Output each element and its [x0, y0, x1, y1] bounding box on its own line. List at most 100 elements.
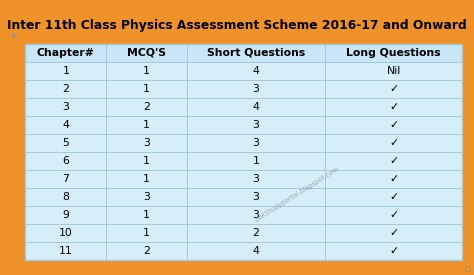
Bar — [187, 43, 325, 62]
Text: ✓: ✓ — [389, 84, 398, 94]
Text: 4: 4 — [63, 120, 69, 130]
Text: 5: 5 — [63, 138, 69, 148]
Text: 6: 6 — [63, 156, 69, 166]
Text: ✓: ✓ — [389, 120, 398, 130]
Bar — [325, 188, 463, 206]
Bar — [187, 206, 325, 224]
Text: +: + — [9, 31, 17, 41]
Text: ✓: ✓ — [389, 210, 398, 220]
Text: 8: 8 — [63, 192, 69, 202]
Bar — [26, 80, 106, 98]
Text: 1: 1 — [143, 84, 150, 94]
Text: MCQ'S: MCQ'S — [127, 48, 166, 57]
Text: ✓: ✓ — [389, 138, 398, 148]
Text: 1: 1 — [143, 210, 150, 220]
Bar — [106, 242, 187, 260]
Text: 3: 3 — [253, 192, 259, 202]
Bar — [106, 134, 187, 152]
Bar — [26, 206, 106, 224]
Text: 9: 9 — [63, 210, 69, 220]
Text: 3: 3 — [253, 174, 259, 184]
Bar — [325, 80, 463, 98]
Bar — [325, 134, 463, 152]
Text: □: □ — [465, 266, 471, 272]
Bar — [26, 242, 106, 260]
Bar — [26, 152, 106, 170]
Text: Chapter#: Chapter# — [37, 48, 95, 57]
Text: 1: 1 — [143, 228, 150, 238]
Text: 3: 3 — [253, 84, 259, 94]
Text: 1: 1 — [143, 66, 150, 76]
Bar — [26, 43, 106, 62]
Text: Inter 11th Class Physics Assessment Scheme 2016-17 and Onward: Inter 11th Class Physics Assessment Sche… — [7, 19, 467, 32]
Text: 2: 2 — [143, 102, 150, 112]
Bar — [325, 242, 463, 260]
Bar — [106, 116, 187, 134]
Text: Long Questions: Long Questions — [346, 48, 441, 57]
Text: 2: 2 — [253, 228, 259, 238]
Bar — [26, 98, 106, 116]
Text: 3: 3 — [143, 192, 150, 202]
Text: 4: 4 — [253, 66, 259, 76]
Text: 4: 4 — [253, 246, 259, 256]
Bar — [325, 224, 463, 242]
Bar — [26, 224, 106, 242]
Bar — [187, 242, 325, 260]
Bar — [106, 43, 187, 62]
Bar — [187, 134, 325, 152]
Text: 3: 3 — [143, 138, 150, 148]
Text: ✓: ✓ — [389, 246, 398, 256]
Text: ✓: ✓ — [389, 174, 398, 184]
Bar — [187, 152, 325, 170]
Bar — [187, 116, 325, 134]
Bar — [106, 170, 187, 188]
Text: 2: 2 — [63, 84, 69, 94]
Text: Short Questions: Short Questions — [207, 48, 305, 57]
Text: 1: 1 — [253, 156, 259, 166]
Text: 1: 1 — [143, 174, 150, 184]
Bar — [26, 134, 106, 152]
Text: 11: 11 — [59, 246, 73, 256]
Bar — [325, 62, 463, 80]
Bar — [187, 80, 325, 98]
Text: Nil: Nil — [386, 66, 401, 76]
Text: 1: 1 — [63, 66, 69, 76]
Bar — [187, 188, 325, 206]
Text: 7: 7 — [63, 174, 69, 184]
Bar — [106, 98, 187, 116]
Bar — [325, 152, 463, 170]
Text: 10: 10 — [59, 228, 73, 238]
Bar — [26, 170, 106, 188]
Text: 3: 3 — [253, 210, 259, 220]
Text: 2: 2 — [143, 246, 150, 256]
Bar — [106, 62, 187, 80]
Text: 4: 4 — [253, 102, 259, 112]
Text: ✓: ✓ — [389, 228, 398, 238]
Text: ✓: ✓ — [389, 102, 398, 112]
Bar — [106, 206, 187, 224]
Bar — [187, 224, 325, 242]
Bar — [106, 188, 187, 206]
Text: ✓: ✓ — [389, 192, 398, 202]
Bar — [325, 206, 463, 224]
Bar — [26, 62, 106, 80]
Bar — [106, 152, 187, 170]
Bar — [187, 170, 325, 188]
Text: 3: 3 — [253, 120, 259, 130]
Bar — [106, 80, 187, 98]
Bar — [26, 188, 106, 206]
Text: 3: 3 — [63, 102, 69, 112]
Bar — [325, 43, 463, 62]
Text: 3: 3 — [253, 138, 259, 148]
Bar — [187, 98, 325, 116]
Bar — [187, 62, 325, 80]
Text: ✓: ✓ — [389, 156, 398, 166]
Bar — [325, 170, 463, 188]
Text: 1: 1 — [143, 120, 150, 130]
Bar — [325, 98, 463, 116]
Bar — [106, 224, 187, 242]
Bar — [325, 116, 463, 134]
Bar — [26, 116, 106, 134]
Text: pakStudyportal.blogspot.com: pakStudyportal.blogspot.com — [254, 166, 340, 224]
Text: 1: 1 — [143, 156, 150, 166]
